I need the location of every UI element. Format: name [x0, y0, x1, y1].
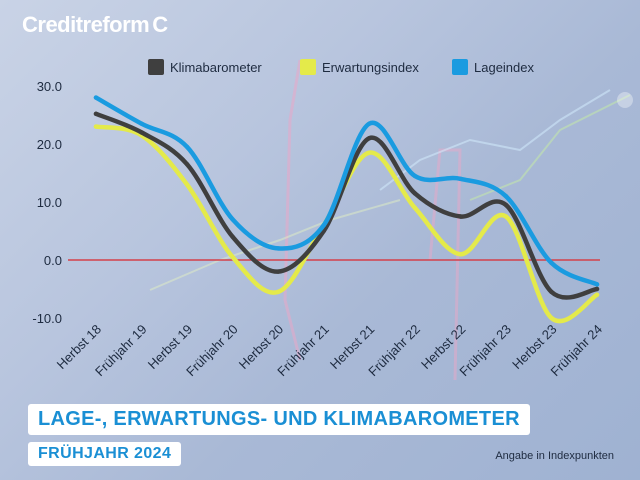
- title-banner: LAGE-, ERWARTUNGS- UND KLIMABAROMETER: [28, 404, 530, 435]
- data-point-klimabarometer: [503, 202, 509, 208]
- data-point-klimabarometer: [230, 234, 235, 239]
- creditreform-logo: Creditreform C: [22, 12, 168, 38]
- data-point-erwartungsindex: [458, 252, 463, 257]
- y-tick-label: 30.0: [37, 79, 62, 94]
- data-point-erwartungsindex: [184, 182, 190, 187]
- data-point-klimabarometer: [184, 162, 190, 167]
- data-point-lageindex: [321, 223, 326, 228]
- chart-subtitle: FRÜHJAHR 2024: [38, 445, 172, 462]
- data-point-klimabarometer: [458, 214, 463, 219]
- data-point-lageindex: [184, 144, 190, 150]
- data-point-klimabarometer: [549, 289, 554, 295]
- data-point-lageindex: [458, 176, 463, 181]
- data-point-klimabarometer: [594, 286, 600, 292]
- data-point-erwartungsindex: [275, 289, 281, 295]
- chart-title: LAGE-, ERWARTUNGS- UND KLIMABAROMETER: [38, 408, 520, 430]
- data-point-klimabarometer: [367, 136, 372, 141]
- data-point-klimabarometer: [93, 111, 99, 117]
- data-point-erwartungsindex: [367, 150, 372, 155]
- data-point-lageindex: [549, 260, 554, 266]
- y-tick-label: -10.0: [32, 311, 62, 326]
- series-line-klimabarometer: [93, 111, 600, 300]
- data-point-erwartungsindex: [412, 205, 418, 210]
- data-point-lageindex: [230, 217, 235, 222]
- y-tick-label: 20.0: [37, 137, 62, 152]
- data-point-lageindex: [412, 173, 418, 179]
- series-line-erwartungsindex: [93, 124, 600, 324]
- legend-swatch-erwartungsindex: [300, 59, 316, 75]
- brand-mark-icon: C: [152, 12, 168, 37]
- data-point-klimabarometer: [275, 269, 281, 274]
- legend-label: Lageindex: [474, 60, 534, 75]
- series-line-lageindex: [93, 95, 600, 287]
- data-point-lageindex: [367, 121, 372, 126]
- legend-swatch-klimabarometer: [148, 59, 164, 75]
- y-tick-label: 0.0: [44, 253, 62, 268]
- legend-label: Klimabarometer: [170, 60, 262, 75]
- data-point-lageindex: [275, 246, 281, 251]
- data-point-erwartungsindex: [93, 124, 99, 129]
- data-point-erwartungsindex: [549, 315, 554, 321]
- data-point-lageindex: [594, 282, 600, 287]
- subtitle-banner: FRÜHJAHR 2024: [28, 442, 182, 466]
- data-point-erwartungsindex: [594, 292, 600, 297]
- legend-label: Erwartungsindex: [322, 60, 419, 75]
- y-tick-label: 10.0: [37, 195, 62, 210]
- data-point-lageindex: [139, 121, 144, 126]
- legend-swatch-lageindex: [452, 59, 468, 75]
- data-point-lageindex: [503, 194, 509, 199]
- data-point-lageindex: [93, 95, 99, 100]
- brand-name: Creditreform: [22, 12, 150, 37]
- data-point-erwartungsindex: [230, 254, 235, 260]
- unit-note: Angabe in Indexpunkten: [495, 450, 614, 462]
- data-point-klimabarometer: [139, 130, 144, 135]
- data-point-klimabarometer: [412, 191, 418, 196]
- data-point-erwartungsindex: [503, 214, 509, 219]
